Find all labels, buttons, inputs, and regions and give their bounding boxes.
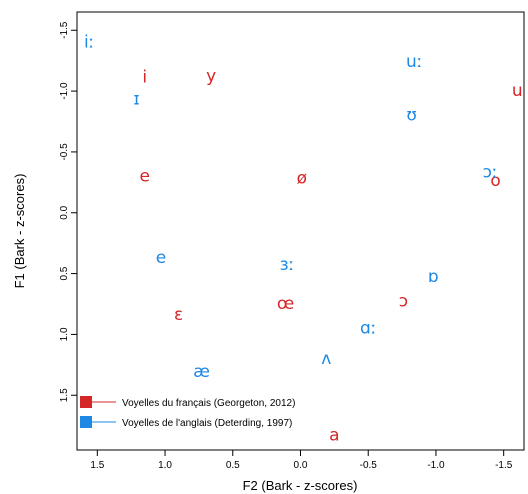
x-tick-label: -1.5 bbox=[495, 460, 513, 471]
y-tick-label: -1.0 bbox=[59, 82, 70, 100]
legend-label-english: Voyelles de l'anglais (Deterding, 1997) bbox=[122, 418, 292, 429]
legend: Voyelles du français (Georgeton, 2012) V… bbox=[80, 396, 295, 429]
y-tick-label: -1.5 bbox=[59, 21, 70, 39]
french-vowel-point: ɛ bbox=[174, 305, 183, 325]
legend-swatch-english bbox=[80, 416, 92, 428]
y-axis-title: F1 (Bark - z-scores) bbox=[12, 174, 27, 289]
vowel-points: i y u e ø o ɛ œ ɔ a iː ɪ uː ʊ ɔː e ɜː ɒ ɑː ʌ æ bbox=[84, 32, 523, 445]
english-vowel-point: e bbox=[156, 248, 166, 268]
english-vowel-point: ɜː bbox=[280, 255, 295, 275]
french-vowel-point: a bbox=[329, 425, 339, 445]
french-vowel-point: ø bbox=[297, 169, 307, 189]
english-vowel-point: ɪ bbox=[133, 90, 139, 110]
y-tick-label: 0.5 bbox=[59, 266, 70, 280]
english-vowel-point: ɔː bbox=[483, 163, 498, 183]
x-tick-label: 1.5 bbox=[90, 460, 104, 471]
english-vowel-point: ɒ bbox=[428, 267, 439, 287]
french-vowel-point: y bbox=[206, 66, 216, 86]
english-vowel-point: iː bbox=[84, 32, 94, 52]
french-vowel-point: o bbox=[490, 171, 500, 191]
english-vowel-point: ʌ bbox=[321, 349, 331, 369]
x-axis: 1.5 1.0 0.5 0.0 -0.5 -1.0 -1.5 bbox=[90, 450, 513, 471]
x-axis-title: F2 (Bark - z-scores) bbox=[243, 478, 358, 493]
french-vowel-point: i bbox=[142, 68, 147, 88]
y-tick-label: 1.5 bbox=[59, 388, 70, 402]
x-tick-label: -1.0 bbox=[427, 460, 445, 471]
french-vowel-point: ɔ bbox=[399, 292, 408, 312]
french-vowel-point: e bbox=[139, 166, 149, 186]
x-tick-label: 1.0 bbox=[158, 460, 172, 471]
y-tick-label: 1.0 bbox=[59, 327, 70, 341]
x-tick-label: -0.5 bbox=[360, 460, 378, 471]
y-tick-label: 0.0 bbox=[59, 205, 70, 219]
english-vowel-point: ʊ bbox=[406, 105, 417, 125]
french-vowel-point: œ bbox=[277, 294, 294, 314]
x-tick-label: 0.5 bbox=[226, 460, 240, 471]
french-vowel-point: u bbox=[512, 81, 523, 101]
x-tick-label: 0.0 bbox=[294, 460, 308, 471]
y-axis: -1.5 -1.0 -0.5 0.0 0.5 1.0 1.5 bbox=[59, 21, 77, 402]
english-vowel-point: uː bbox=[406, 52, 423, 72]
legend-swatch-french bbox=[80, 396, 92, 408]
english-vowel-point: ɑː bbox=[360, 318, 377, 338]
legend-label-french: Voyelles du français (Georgeton, 2012) bbox=[122, 398, 295, 409]
english-vowel-point: æ bbox=[193, 362, 210, 382]
y-tick-label: -0.5 bbox=[59, 143, 70, 161]
